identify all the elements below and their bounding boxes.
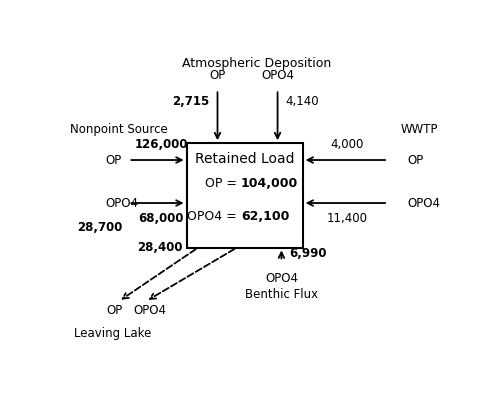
Text: WWTP: WWTP — [401, 123, 438, 136]
Text: OPO4: OPO4 — [265, 272, 298, 285]
Text: 104,000: 104,000 — [241, 177, 298, 190]
Text: OP: OP — [105, 154, 122, 166]
Bar — [186, 143, 303, 247]
Text: Leaving Lake: Leaving Lake — [74, 328, 152, 340]
Text: 126,000: 126,000 — [134, 138, 188, 151]
Text: 6,990: 6,990 — [289, 247, 327, 260]
Text: Retained Load: Retained Load — [195, 152, 294, 166]
Text: Nonpoint Source: Nonpoint Source — [70, 123, 168, 136]
Text: 28,700: 28,700 — [77, 221, 122, 234]
Text: OP: OP — [210, 69, 226, 82]
Text: 11,400: 11,400 — [327, 211, 368, 225]
Text: OPO4: OPO4 — [261, 69, 294, 82]
Text: 68,000: 68,000 — [138, 211, 184, 225]
Text: OPO4: OPO4 — [408, 197, 440, 209]
Text: 4,000: 4,000 — [330, 138, 364, 151]
Text: OPO4 =: OPO4 = — [187, 210, 241, 223]
Text: OPO4: OPO4 — [105, 197, 138, 209]
Text: OPO4: OPO4 — [133, 304, 166, 318]
Text: 4,140: 4,140 — [286, 95, 319, 108]
Text: OP: OP — [106, 304, 123, 318]
Text: OP =: OP = — [205, 177, 241, 190]
Text: OP: OP — [408, 154, 424, 166]
Text: 2,715: 2,715 — [172, 95, 210, 108]
Text: Atmospheric Deposition: Atmospheric Deposition — [182, 57, 331, 70]
Text: 28,400: 28,400 — [137, 241, 182, 254]
Text: Benthic Flux: Benthic Flux — [245, 288, 318, 300]
Text: 62,100: 62,100 — [241, 210, 289, 223]
